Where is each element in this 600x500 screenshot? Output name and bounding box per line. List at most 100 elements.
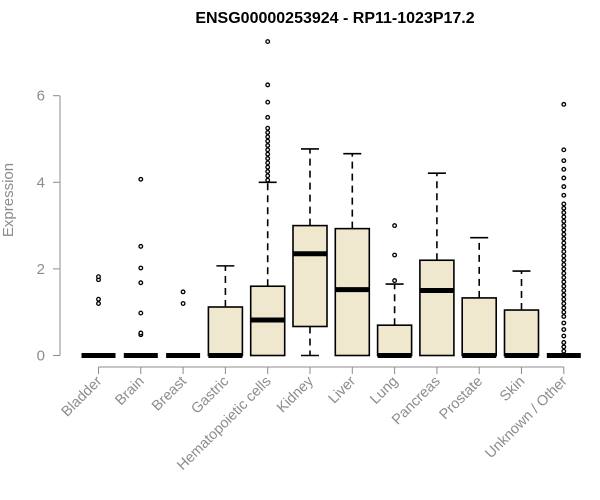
y-tick-label: 0 xyxy=(37,348,45,365)
box-unknown-other xyxy=(546,101,581,358)
outlier-point xyxy=(265,164,271,170)
outlier-point xyxy=(561,236,567,242)
outlier-point xyxy=(561,283,567,289)
outlier-point xyxy=(561,166,567,172)
box-kidney xyxy=(292,148,328,357)
x-tick-label: Bladder xyxy=(59,373,106,420)
outlier-point xyxy=(138,265,144,271)
box-lung xyxy=(376,223,413,358)
outlier-point xyxy=(561,301,567,306)
box-liver xyxy=(334,152,371,357)
chart-title: ENSG00000253924 - RP11-1023P17.2 xyxy=(195,10,474,27)
outlier-point xyxy=(96,274,101,280)
outlier-point xyxy=(561,348,567,354)
outlier-point xyxy=(96,296,101,302)
outlier-point xyxy=(265,177,271,183)
outlier-point xyxy=(265,156,271,161)
outlier-point xyxy=(392,278,398,284)
outlier-point xyxy=(561,340,567,345)
outlier-point xyxy=(265,99,271,105)
box-breast xyxy=(166,289,201,358)
outlier-point xyxy=(265,147,271,153)
outlier-point xyxy=(138,280,144,286)
outlier-point xyxy=(561,288,567,293)
y-axis-label: Expression xyxy=(0,163,17,237)
outlier-point xyxy=(561,333,567,339)
outlier-point xyxy=(561,270,567,276)
outlier-point xyxy=(138,310,144,316)
outlier-point xyxy=(561,210,567,216)
x-tick-label: Kidney xyxy=(274,373,317,416)
outlier-point xyxy=(138,243,144,249)
outlier-point xyxy=(561,218,567,224)
outlier-point xyxy=(561,101,567,107)
x-tick-label: Prostate xyxy=(437,374,486,423)
outlier-point xyxy=(561,320,567,326)
x-tick-label: Liver xyxy=(326,373,360,407)
outlier-point xyxy=(561,205,567,211)
outlier-point xyxy=(561,309,567,315)
x-tick-label: Skin xyxy=(497,374,528,405)
box-pancreas xyxy=(419,172,455,357)
outlier-point xyxy=(561,279,567,285)
outlier-point xyxy=(561,227,567,233)
outlier-point xyxy=(96,301,101,306)
outlier-point xyxy=(561,314,567,319)
x-tick-label: Lung xyxy=(367,374,401,408)
outlier-point xyxy=(561,253,567,259)
outlier-point xyxy=(561,175,567,181)
box-iqr xyxy=(461,297,498,357)
outlier-point xyxy=(180,301,186,306)
y-tick-label: 4 xyxy=(37,174,45,191)
outlier-point xyxy=(561,231,567,237)
outlier-point xyxy=(561,292,567,298)
outlier-point xyxy=(561,262,567,268)
outlier-point xyxy=(561,327,567,332)
outlier-point xyxy=(265,130,271,135)
outlier-point xyxy=(138,330,144,336)
outlier-point xyxy=(561,249,567,255)
outlier-point xyxy=(180,289,186,295)
outlier-point xyxy=(561,214,567,220)
outlier-point xyxy=(561,266,567,272)
y-axis: 0 2 4 6 xyxy=(37,88,61,365)
box-prostate xyxy=(461,236,498,358)
outlier-point xyxy=(265,114,271,120)
outlier-point xyxy=(265,143,271,148)
box-skin xyxy=(503,270,540,358)
box-iqr xyxy=(503,309,540,357)
outlier-point xyxy=(265,125,271,131)
y-tick-label: 2 xyxy=(37,261,45,278)
x-tick-label: Unknown / Other xyxy=(482,373,570,461)
outlier-point xyxy=(561,305,567,311)
box-bladder xyxy=(81,274,116,358)
box-hematopoietic-cells xyxy=(249,39,286,357)
outlier-point xyxy=(138,176,144,182)
box-iqr xyxy=(376,324,413,357)
box-gastric xyxy=(207,265,244,358)
outlier-point xyxy=(265,173,271,179)
outlier-point xyxy=(265,169,271,174)
outlier-point xyxy=(561,201,567,207)
outlier-point xyxy=(392,252,398,258)
outlier-point xyxy=(561,184,567,190)
box-brain xyxy=(123,176,158,358)
outlier-point xyxy=(561,275,567,281)
y-tick-label: 6 xyxy=(37,88,45,105)
x-tick-label: Brain xyxy=(112,374,147,409)
outlier-point xyxy=(561,240,567,246)
box-iqr xyxy=(207,306,244,357)
boxes xyxy=(81,39,581,358)
outlier-point xyxy=(392,223,398,229)
outlier-point xyxy=(265,82,271,88)
outlier-point xyxy=(265,138,271,144)
outlier-point xyxy=(561,158,567,164)
x-tick-label: Breast xyxy=(149,374,190,415)
outlier-point xyxy=(561,344,567,350)
outlier-point xyxy=(561,147,567,153)
outlier-point xyxy=(561,223,567,229)
box-iqr xyxy=(292,224,328,328)
box-iqr xyxy=(419,259,455,357)
